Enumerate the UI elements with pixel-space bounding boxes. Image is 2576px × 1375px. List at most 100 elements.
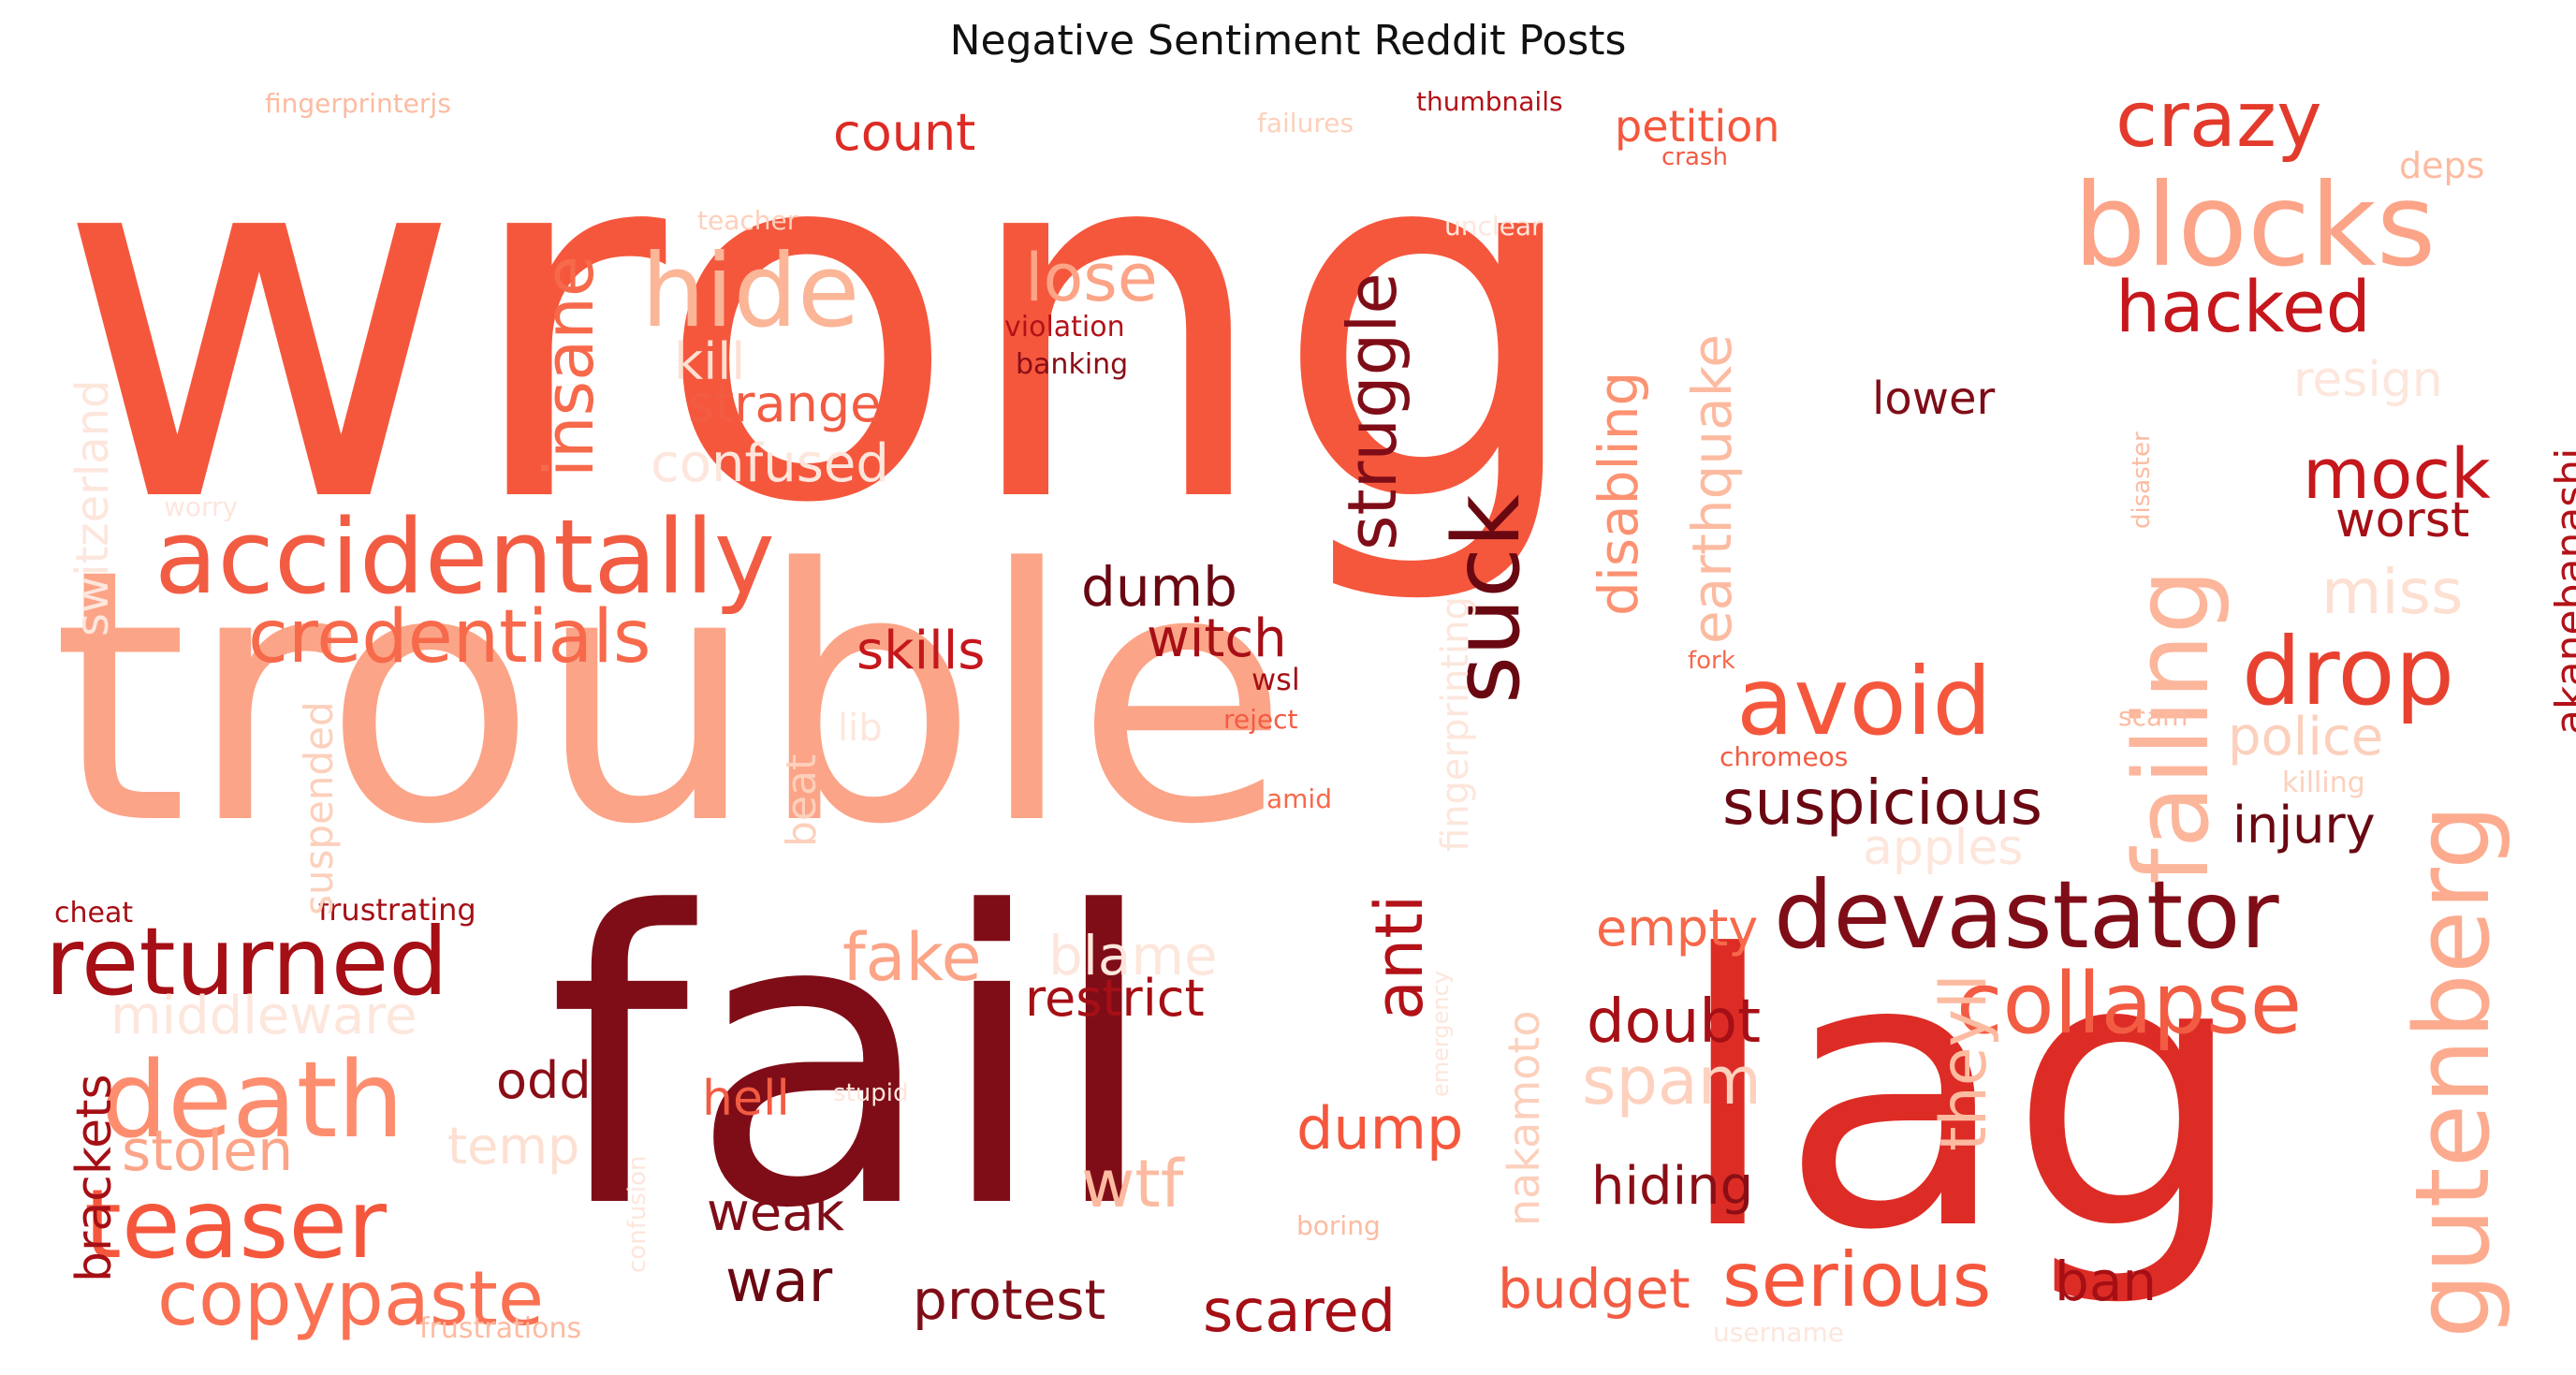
word-avoid: avoid (1736, 647, 1992, 756)
word-reject: reject (1223, 704, 1298, 735)
word-serious: serious (1722, 1236, 1992, 1324)
word-devastator: devastator (1774, 860, 2279, 970)
word-fork: fork (1688, 647, 1735, 675)
word-switzerland: switzerland (66, 379, 119, 636)
word-drop: drop (2242, 617, 2455, 726)
word-returned: returned (45, 907, 448, 1017)
word-accidentally: accidentally (154, 497, 775, 617)
word-dump: dump (1296, 1094, 1464, 1163)
word-teaser: teaser (84, 1169, 388, 1280)
word-crash: crash (1661, 143, 1728, 171)
word-gutenberg: gutenberg (2393, 804, 2512, 1338)
word-anti: anti (1361, 894, 1438, 1020)
word-teacher: teacher (697, 205, 798, 236)
word-spam: spam (1582, 1043, 1762, 1119)
word-lower: lower (1872, 373, 1996, 425)
word-police: police (2228, 707, 2384, 768)
word-death: death (101, 1040, 404, 1162)
word-hacked: hacked (2115, 265, 2371, 348)
word-middleware: middleware (110, 986, 417, 1046)
word-restrict: restrict (1025, 969, 1205, 1028)
word-hiding: hiding (1591, 1156, 1754, 1217)
word-deps: deps (2399, 145, 2485, 186)
word-miss: miss (2321, 556, 2464, 628)
word-brackets: brackets (66, 1074, 123, 1282)
word-worst: worst (2335, 492, 2470, 549)
word-earthquake: earthquake (1680, 334, 1744, 644)
word-struggle: struggle (1333, 272, 1412, 550)
word-scam: scam (2118, 701, 2188, 732)
word-witch: witch (1147, 608, 1287, 669)
word-fingerprinterjs: fingerprinterjs (265, 88, 451, 119)
word-stupid: stupid (833, 1079, 909, 1107)
word-injury: injury (2232, 796, 2376, 855)
word-frustrating: frustrating (318, 892, 476, 928)
word-protest: protest (913, 1268, 1106, 1332)
word-credentials: credentials (248, 595, 651, 680)
word-budget: budget (1498, 1257, 1690, 1321)
word-nakamoto: nakamoto (1499, 1010, 1549, 1227)
word-violation: violation (1004, 311, 1125, 344)
word-collapse: collapse (1956, 955, 2303, 1053)
word-hide: hide (641, 233, 860, 350)
word-blame: blame (1048, 924, 1218, 987)
word-chromeos: chromeos (1720, 741, 1849, 772)
word-odd: odd (496, 1051, 592, 1110)
word-failures: failures (1257, 108, 1354, 139)
word-boring: boring (1296, 1210, 1381, 1241)
word-strange: strange (688, 374, 882, 433)
word-trouble: trouble (51, 495, 1290, 900)
word-blocks: blocks (2073, 159, 2437, 292)
word-beat: beat (778, 753, 826, 847)
word-disabling: disabling (1587, 371, 1650, 616)
word-akanebanashi: akanebanashi (2547, 447, 2576, 735)
word-mock: mock (2303, 434, 2491, 515)
word-emergency: emergency (1427, 971, 1454, 1097)
word-banking: banking (1016, 348, 1129, 381)
word-username: username (1713, 1317, 1844, 1348)
word-ban: ban (2055, 1250, 2158, 1313)
word-theyll: theyll (1927, 973, 2001, 1151)
word-wsl: wsl (1251, 662, 1300, 697)
word-thumbnails: thumbnails (1416, 86, 1563, 117)
word-confusion: confusion (623, 1155, 651, 1273)
word-insane: insane (530, 255, 608, 477)
word-fingerprinting: fingerprinting (1434, 596, 1477, 852)
word-suspended: suspended (296, 701, 342, 915)
word-count: count (833, 103, 976, 162)
word-lose: lose (1025, 240, 1158, 316)
word-resign: resign (2293, 352, 2443, 408)
word-wrong: wrong (56, 34, 1588, 611)
word-fail: fail (548, 828, 1160, 1296)
word-wtf: wtf (1081, 1146, 1184, 1222)
word-confused: confused (651, 433, 889, 494)
word-dumb: dumb (1081, 555, 1237, 619)
word-copypaste: copypaste (157, 1255, 545, 1342)
chart-title: Negative Sentiment Reddit Posts (949, 17, 1627, 65)
word-lag: lag (1676, 877, 2247, 1312)
word-cheat: cheat (54, 897, 134, 929)
word-hell: hell (702, 1071, 790, 1127)
word-war: war (725, 1247, 833, 1315)
word-petition: petition (1615, 101, 1780, 152)
word-scared: scared (1203, 1277, 1397, 1345)
word-doubt: doubt (1587, 987, 1762, 1057)
word-worry: worry (164, 491, 239, 522)
word-amid: amid (1266, 783, 1332, 814)
word-crazy: crazy (2115, 76, 2322, 165)
word-disaster: disaster (2128, 432, 2156, 529)
word-frustrations: frustrations (419, 1312, 582, 1345)
word-fake: fake (842, 919, 982, 996)
word-killing: killing (2282, 767, 2365, 799)
word-temp: temp (447, 1117, 580, 1176)
word-empty: empty (1596, 899, 1759, 958)
word-apples: apples (1863, 820, 2024, 876)
word-weak: weak (707, 1182, 844, 1243)
word-suspicious: suspicious (1722, 767, 2043, 839)
word-unclear: unclear (1444, 211, 1543, 241)
word-stolen: stolen (122, 1119, 294, 1184)
word-lib: lib (838, 707, 883, 750)
word-skills: skills (856, 621, 986, 681)
word-kill: kill (674, 332, 746, 391)
